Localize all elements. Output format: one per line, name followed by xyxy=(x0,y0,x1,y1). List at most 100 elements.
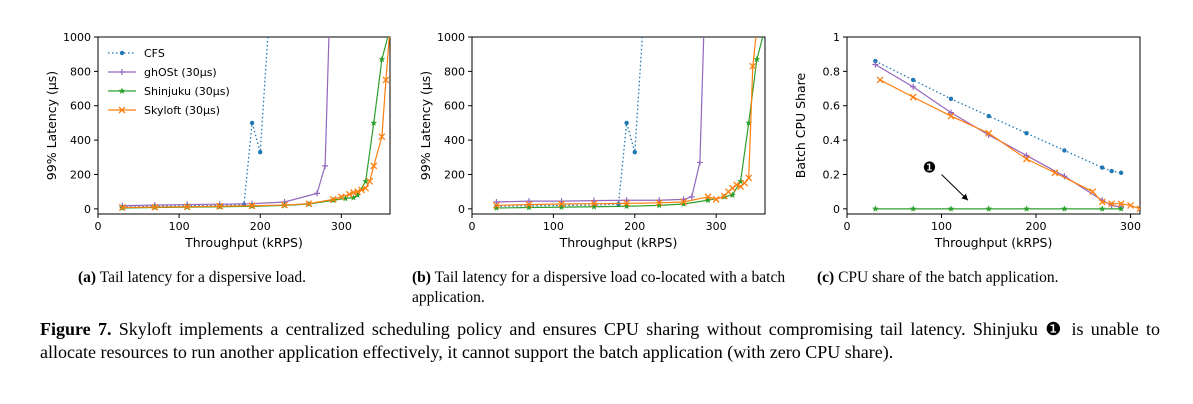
data-point-skyloft xyxy=(216,202,224,210)
y-tick-label: 1000 xyxy=(63,31,91,44)
data-point-ghost xyxy=(696,159,703,166)
y-tick-label: 800 xyxy=(70,65,91,78)
y-axis-label: Batch CPU Share xyxy=(793,73,808,179)
data-point-shinjuku xyxy=(680,200,687,207)
x-tick-label: 0 xyxy=(844,220,851,233)
legend-label-shinjuku: Shinjuku (30μs) xyxy=(144,85,230,98)
legend-marker-shinjuku xyxy=(118,87,126,94)
data-point-skyloft xyxy=(151,203,159,211)
data-point-shinjuku xyxy=(1023,205,1030,212)
chart-panel-a: 0 100 200 300 0 200 400 600 800 1000 Throughput (k… xyxy=(44,31,391,250)
data-point-skyloft xyxy=(378,133,386,141)
chart-panel-c: 0 100 200 300 0 0.2 0.4 0.6 0.8 1 Throughput (kRPS… xyxy=(793,31,1141,250)
x-tick-label: 100 xyxy=(169,220,190,233)
data-point-cfs xyxy=(1024,131,1029,136)
data-point-skyloft xyxy=(337,193,345,201)
data-point-shinjuku xyxy=(1098,205,1106,212)
x-tick-label: 300 xyxy=(1120,220,1141,233)
y-tick-label: 1000 xyxy=(437,31,465,44)
x-tick-label: 200 xyxy=(250,220,271,233)
caption-b: (b) Tail latency for a dispersive load c… xyxy=(412,268,792,308)
data-point-skyloft xyxy=(366,177,374,185)
series-line-cfs xyxy=(122,37,269,208)
data-point-skyloft xyxy=(1136,205,1140,213)
x-tick-label: 300 xyxy=(331,220,352,233)
data-point-skyloft xyxy=(590,200,598,208)
y-axis-label: 99% Latency (μs) xyxy=(418,71,433,180)
data-point-skyloft xyxy=(655,199,663,207)
data-point-shinjuku xyxy=(623,202,630,210)
annotation-marker: ❶ xyxy=(923,158,936,176)
chart-panel-b: 0 100 200 300 0 200 400 600 800 1000 Throughput (k… xyxy=(418,31,766,250)
data-point-skyloft xyxy=(1127,201,1135,209)
y-tick-label: 400 xyxy=(444,134,465,147)
y-axis-label: 99% Latency (μs) xyxy=(44,71,59,180)
data-point-cfs xyxy=(1099,165,1105,170)
data-point-ghost xyxy=(947,109,954,116)
data-point-skyloft xyxy=(248,202,256,210)
data-point-skyloft xyxy=(382,76,390,84)
data-point-skyloft xyxy=(623,199,631,207)
data-point-skyloft xyxy=(704,193,712,201)
data-point-shinjuku xyxy=(342,195,349,202)
data-point-skyloft xyxy=(183,203,191,211)
data-point-cfs xyxy=(948,96,954,102)
data-point-skyloft xyxy=(370,162,378,170)
x-tick-label: 300 xyxy=(706,220,727,233)
annotation-arrow-head xyxy=(961,193,968,201)
y-tick-label: 600 xyxy=(444,100,465,113)
figure-caption-label: Figure 7. xyxy=(40,319,112,339)
data-point-shinjuku xyxy=(909,205,917,212)
legend-label-cfs: CFS xyxy=(144,47,165,60)
data-point-skyloft xyxy=(749,62,757,70)
data-point-cfs xyxy=(910,77,916,83)
data-point-shinjuku xyxy=(745,119,753,126)
x-tick-label: 200 xyxy=(624,220,645,233)
data-point-ghost xyxy=(525,198,532,205)
y-tick-label: 1 xyxy=(833,31,840,44)
series-line-ghost xyxy=(496,37,705,203)
data-point-cfs xyxy=(1118,170,1124,175)
data-point-shinjuku xyxy=(558,203,565,210)
legend-marker-ghost xyxy=(119,69,125,75)
y-tick-label: 800 xyxy=(444,65,465,78)
data-point-skyloft xyxy=(329,195,337,203)
x-axis-label: Throughput (kRPS) xyxy=(184,235,303,250)
data-point-skyloft xyxy=(492,201,500,209)
data-point-skyloft xyxy=(358,186,366,194)
data-point-skyloft xyxy=(305,200,313,208)
caption-c-text: CPU share of the batch application. xyxy=(838,269,1059,286)
y-tick-label: 0 xyxy=(458,203,465,216)
series-line-shinjuku xyxy=(496,37,764,209)
data-point-shinjuku xyxy=(729,191,736,198)
legend-label-ghost: ghOSt (30μs) xyxy=(144,66,217,79)
data-point-shinjuku xyxy=(655,201,663,209)
data-point-skyloft xyxy=(354,188,362,196)
series-line-skyloft xyxy=(879,79,1140,210)
data-point-skyloft xyxy=(345,190,353,198)
data-point-cfs xyxy=(986,113,991,119)
figure-caption-text-after: is unable to allocate resources to run a… xyxy=(40,319,1160,362)
figure-caption-marker: ❶ xyxy=(1045,319,1065,339)
caption-b-label: (b) xyxy=(412,269,431,286)
legend-marker-cfs xyxy=(119,50,125,56)
caption-c-label: (c) xyxy=(817,269,835,286)
data-point-cfs xyxy=(873,58,878,64)
series-line-ghost xyxy=(875,63,1122,208)
data-point-skyloft xyxy=(525,201,533,209)
data-point-skyloft xyxy=(1051,169,1059,177)
caption-a-label: (a) xyxy=(78,269,97,286)
data-point-ghost xyxy=(688,193,695,200)
y-tick-label: 600 xyxy=(70,100,91,113)
data-point-ghost xyxy=(314,190,320,197)
data-point-skyloft xyxy=(741,179,749,187)
data-point-skyloft xyxy=(281,201,289,209)
data-point-shinjuku xyxy=(737,177,744,185)
data-point-shinjuku xyxy=(370,119,378,126)
data-point-cfs xyxy=(1062,148,1067,153)
plot-area xyxy=(872,58,1140,213)
data-point-shinjuku xyxy=(985,205,993,212)
data-point-ghost xyxy=(558,198,565,205)
data-point-skyloft xyxy=(1089,188,1097,196)
annotation-arrow-line xyxy=(941,174,969,201)
